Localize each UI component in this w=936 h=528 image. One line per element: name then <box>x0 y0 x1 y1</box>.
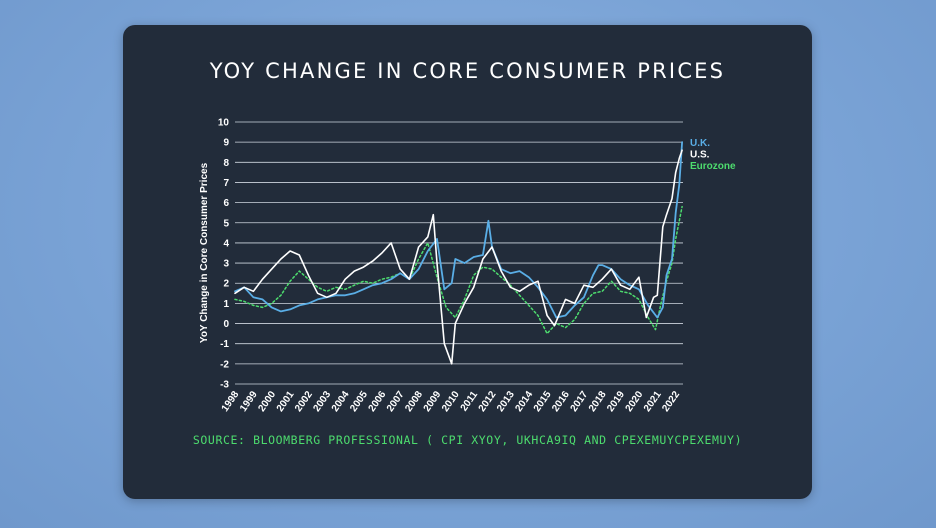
x-tick-label: 2014 <box>513 389 535 414</box>
x-tick-label: 2020 <box>624 389 646 414</box>
x-tick: 2012 <box>477 389 499 414</box>
chart-title: YOY CHANGE IN CORE CONSUMER PRICES <box>209 59 726 83</box>
x-tick-label: 2019 <box>605 389 627 414</box>
x-tick-label: 2005 <box>348 389 370 414</box>
x-tick: 2002 <box>293 389 315 414</box>
x-tick-label: 2004 <box>330 389 352 414</box>
x-tick-label: 2001 <box>275 389 297 414</box>
y-tick-label: 8 <box>223 158 229 169</box>
x-tick: 2018 <box>587 389 609 414</box>
x-tick: 2008 <box>403 389 425 414</box>
x-tick: 2003 <box>311 389 333 414</box>
y-tick-label: 10 <box>218 118 230 129</box>
x-tick: 2013 <box>495 389 517 414</box>
series-line-uk <box>234 141 683 319</box>
series-line-eurozone <box>234 205 683 335</box>
legend-entry: Eurozone <box>690 161 736 172</box>
x-tick: 2020 <box>624 389 646 414</box>
x-tick: 2009 <box>422 389 444 414</box>
x-tick-label: 2013 <box>495 389 517 414</box>
y-tick-label: -2 <box>220 359 229 370</box>
x-tick: 1998 <box>220 389 242 414</box>
x-tick: 1999 <box>238 389 260 414</box>
x-tick: 2010 <box>440 389 462 414</box>
x-tick-label: 2015 <box>532 389 554 414</box>
x-tick-label: 2010 <box>440 389 462 414</box>
x-tick-label: 2009 <box>422 389 444 414</box>
legend-entry: U.K. <box>690 138 710 149</box>
y-axis-label: YoY Change in Core Consumer Prices <box>199 162 210 343</box>
x-tick: 2016 <box>550 389 572 414</box>
x-tick-label: 2017 <box>569 389 591 414</box>
x-tick-label: 2006 <box>367 389 389 414</box>
legend-entry: U.S. <box>690 150 710 161</box>
y-tick-label: -3 <box>220 380 229 391</box>
x-tick-label: 2003 <box>311 389 333 414</box>
x-tick-label: 2016 <box>550 389 572 414</box>
x-axis-ticks: 1998199920002001200220032004200520062007… <box>220 389 683 414</box>
y-tick-label: 0 <box>223 319 229 330</box>
x-tick-label: 2021 <box>642 389 664 414</box>
x-tick-label: 2007 <box>385 389 407 414</box>
series-line-us <box>234 149 683 365</box>
y-tick-label: 2 <box>223 279 229 290</box>
series-lines <box>234 141 683 365</box>
gridlines <box>235 121 683 385</box>
y-tick-label: 5 <box>223 218 229 229</box>
x-tick-label: 2022 <box>660 389 682 414</box>
x-tick: 2017 <box>569 389 591 414</box>
x-tick: 2004 <box>330 389 352 414</box>
x-tick: 2005 <box>348 389 370 414</box>
y-tick-label: 1 <box>223 299 229 310</box>
y-tick-label: 4 <box>223 238 229 249</box>
x-tick-label: 1998 <box>220 389 242 414</box>
x-tick-label: 2011 <box>459 389 481 413</box>
x-tick-label: 2002 <box>293 389 315 414</box>
x-tick-label: 2000 <box>256 389 278 414</box>
x-tick: 2001 <box>275 389 297 414</box>
y-tick-label: 7 <box>223 178 229 189</box>
x-tick: 2007 <box>385 389 407 414</box>
x-tick: 2019 <box>605 389 627 414</box>
x-tick: 2021 <box>642 389 664 414</box>
legend: U.K.U.S.Eurozone <box>690 138 736 172</box>
source-note: SOURCE: BLOOMBERG PROFESSIONAL ( CPI XYO… <box>192 433 743 447</box>
chart-card: YOY CHANGE IN CORE CONSUMER PRICES 10 9 8 7… <box>123 25 812 499</box>
x-tick-label: 1999 <box>238 389 260 414</box>
x-tick: 2015 <box>532 389 554 414</box>
y-tick-label: 3 <box>223 259 229 270</box>
x-tick: 2006 <box>367 389 389 414</box>
y-tick-label: 6 <box>223 198 229 209</box>
x-tick-label: 2012 <box>477 389 499 414</box>
x-tick-label: 2008 <box>403 389 425 414</box>
y-tick-label: 9 <box>223 138 229 149</box>
y-tick-label: -1 <box>220 339 229 350</box>
x-tick: 2000 <box>256 389 278 414</box>
x-tick-label: 2018 <box>587 389 609 414</box>
x-tick: 2014 <box>513 389 535 414</box>
x-tick: 2011 <box>459 389 481 413</box>
x-tick: 2022 <box>660 389 682 414</box>
